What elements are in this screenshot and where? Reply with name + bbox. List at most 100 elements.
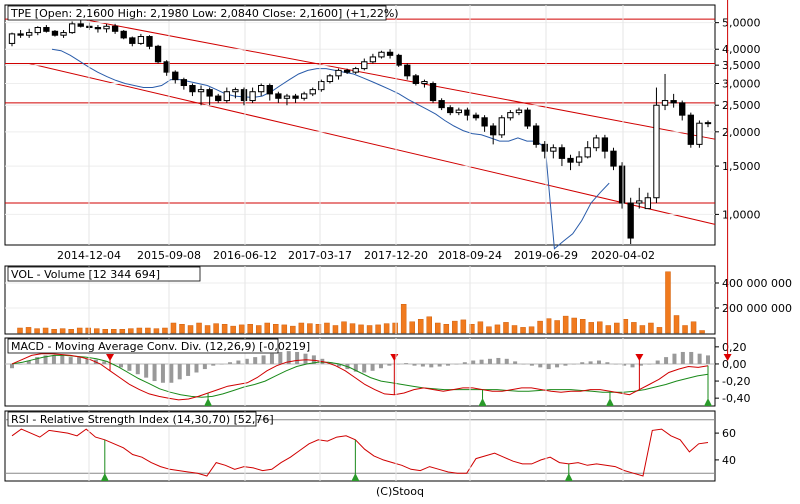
candle-body (292, 95, 299, 99)
volume-bar (307, 323, 313, 334)
macd-histogram-bar (228, 362, 233, 364)
macd-histogram-bar (353, 363, 358, 372)
volume-bar (673, 315, 680, 334)
volume-bar (119, 329, 126, 334)
candle-body (283, 95, 291, 99)
volume-bar (383, 323, 390, 334)
candle-body (490, 125, 497, 136)
buy-signal-marker (478, 398, 487, 406)
date-tick-label: 2019-06-29 (514, 249, 578, 262)
macd-histogram-bar (513, 361, 518, 364)
candle-body (636, 200, 643, 204)
volume-title: VOL - Volume [12 344 694] (11, 268, 160, 281)
macd-histogram-bar (580, 362, 585, 364)
macd-histogram-bar (194, 363, 199, 373)
macd-histogram-bar (613, 363, 618, 365)
macd-histogram-bar (462, 362, 467, 364)
volume-bar (571, 317, 577, 334)
volume-bar (622, 319, 629, 334)
volume-bar (435, 322, 441, 334)
macd-histogram-bar (85, 358, 90, 364)
candle-body (455, 109, 462, 114)
candle-body (515, 109, 523, 114)
macd-line (11, 353, 709, 401)
macd-histogram-bar (672, 353, 677, 364)
sell-signal-marker (723, 354, 732, 361)
price-tick-label: 5,0000 (722, 17, 761, 30)
macd-histogram-bar (160, 363, 165, 383)
price-tick-label: 1,0000 (722, 208, 761, 221)
candle-body (610, 150, 617, 167)
candle-body (223, 91, 230, 102)
volume-tick-label: 200 000 000 (722, 302, 792, 315)
macd-histogram-bar (647, 363, 652, 365)
volume-bar (102, 329, 109, 334)
candle-body (575, 156, 583, 163)
macd-histogram-bar (504, 358, 509, 364)
volume-bar (579, 319, 586, 334)
volume-bar (682, 325, 688, 334)
candle-body (34, 27, 41, 34)
candle-body (447, 107, 454, 114)
candle-body (197, 89, 205, 93)
trend-channel-line (29, 8, 716, 140)
macd-histogram-bar (538, 363, 543, 368)
candle-body (541, 143, 548, 152)
volume-bar (213, 323, 219, 334)
candle-body (206, 89, 213, 97)
volume-bar (196, 322, 202, 334)
volume-bar (68, 329, 74, 334)
macd-histogram-bar (555, 363, 560, 368)
candle-body (481, 117, 488, 127)
date-tick-label: 2020-04-02 (591, 249, 655, 262)
candle-body (8, 33, 16, 44)
candle-body (429, 83, 437, 102)
volume-bar (255, 325, 262, 334)
volume-bar (605, 325, 612, 334)
volume-bar (426, 316, 432, 334)
candle-body (240, 89, 248, 102)
candle-body (627, 202, 634, 239)
macd-histogram-bar (278, 351, 283, 364)
macd-histogram-bar (144, 363, 149, 378)
candle-body (318, 81, 325, 91)
candle-body (343, 69, 351, 73)
macd-histogram-bar (437, 363, 442, 367)
candle-body (26, 32, 33, 36)
macd-histogram-bar (370, 363, 375, 371)
candle-body (361, 61, 368, 70)
macd-histogram-bar (102, 361, 107, 364)
macd-signal-line (11, 354, 709, 398)
candle-body (378, 51, 385, 58)
macd-histogram-bar (18, 363, 23, 365)
volume-bar (417, 319, 424, 334)
candle-body (584, 147, 591, 158)
moving-average-line (51, 48, 610, 250)
candle-body (395, 54, 402, 66)
volume-bar (170, 322, 177, 334)
rsi-line (11, 428, 709, 477)
macd-histogram-bar (311, 355, 316, 364)
macd-histogram-bar (244, 358, 249, 364)
volume-bar (111, 329, 117, 334)
candle-body (679, 102, 686, 116)
macd-histogram-bar (664, 357, 669, 364)
volume-bar (690, 321, 697, 334)
macd-tick-label: -0,40 (722, 392, 750, 405)
volume-panel: 400 000 000 200 000 000 (5, 271, 792, 334)
volume-bar (358, 324, 364, 334)
volume-bar (349, 323, 356, 334)
macd-histogram-bar (521, 363, 526, 365)
macd-histogram-bar (211, 363, 216, 366)
volume-bar (631, 322, 637, 334)
volume-bar (204, 325, 211, 334)
buy-signal-marker (704, 398, 712, 406)
copyright-footer: (C)Stooq (376, 485, 424, 498)
volume-bar (230, 325, 236, 334)
macd-histogram-bar (269, 353, 274, 364)
candle-body (618, 165, 626, 204)
candle-body (137, 36, 145, 44)
volume-bar (332, 325, 339, 334)
volume-bar (648, 322, 654, 334)
